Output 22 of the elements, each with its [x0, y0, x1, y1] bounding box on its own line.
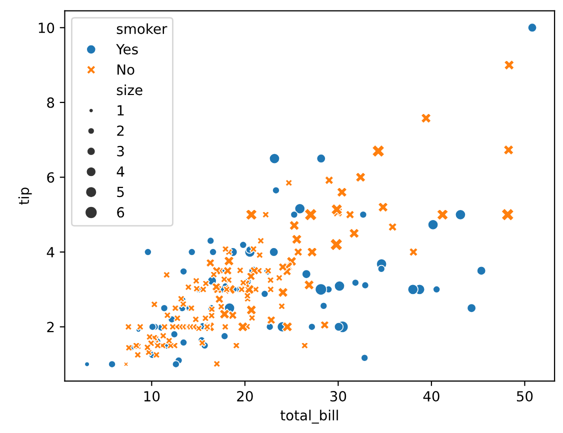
legend-label: 4	[116, 166, 124, 177]
legend-label: 5	[117, 186, 124, 198]
y-tick-label: 6	[47, 172, 54, 183]
y-tick-label: 4	[46, 247, 54, 258]
y-tick-label: 10	[38, 22, 54, 34]
text: smoker	[116, 23, 168, 34]
legend-label: 2	[117, 126, 124, 136]
y-axis-title: tip	[18, 188, 32, 205]
x-tick-label: 20	[237, 391, 253, 402]
x-tick-label: 10	[144, 391, 160, 402]
x-tick-label: 30	[330, 391, 346, 402]
legend-label: Yes	[116, 44, 138, 54]
legend-label: 3	[117, 146, 124, 156]
x-tick-label: 50	[516, 391, 533, 402]
x-axis-title: total_bill	[280, 410, 338, 424]
y-tick-label: 2	[47, 322, 54, 332]
legend-label: 6	[117, 207, 124, 218]
y-tick-label: 8	[47, 97, 54, 108]
text: size	[116, 84, 142, 96]
legend-label: No	[117, 64, 134, 75]
legend-label: 1	[118, 105, 124, 116]
x-tick-label: 40	[423, 391, 440, 402]
